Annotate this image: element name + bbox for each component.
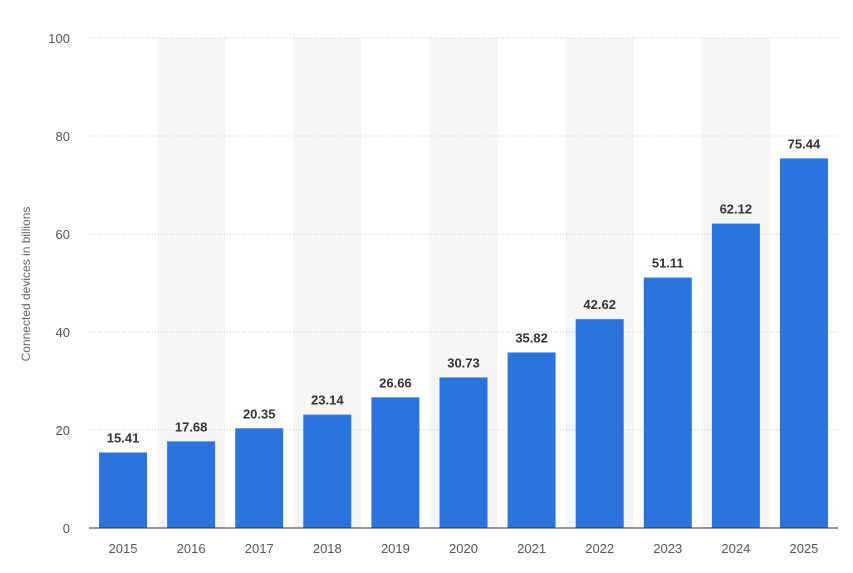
- data-label: 15.41: [107, 430, 140, 445]
- bar-2022[interactable]: [575, 319, 624, 528]
- x-tick-label: 2025: [789, 541, 818, 556]
- x-tick-label: 2023: [653, 541, 682, 556]
- y-tick-label: 80: [56, 129, 70, 144]
- y-tick-label: 100: [48, 31, 70, 46]
- y-tick-label: 60: [56, 227, 70, 242]
- bar-2018[interactable]: [303, 414, 352, 528]
- bar-2024[interactable]: [711, 223, 760, 528]
- x-tick-label: 2015: [109, 541, 138, 556]
- x-tick-label: 2022: [585, 541, 614, 556]
- data-label: 75.44: [788, 136, 821, 151]
- bar-2015[interactable]: [99, 452, 148, 528]
- data-label: 23.14: [311, 393, 344, 408]
- data-label: 17.68: [175, 419, 208, 434]
- x-tick-label: 2016: [177, 541, 206, 556]
- y-tick-label: 40: [56, 325, 70, 340]
- bar-2017[interactable]: [235, 428, 284, 528]
- bar-2025[interactable]: [779, 158, 828, 528]
- x-tick-label: 2018: [313, 541, 342, 556]
- bar-2021[interactable]: [507, 352, 556, 528]
- data-label: 51.11: [652, 256, 684, 271]
- data-label: 26.66: [379, 375, 412, 390]
- bar-2023[interactable]: [643, 277, 692, 528]
- x-tick-label: 2024: [721, 541, 750, 556]
- x-tick-label: 2019: [381, 541, 410, 556]
- y-axis-title: Connected devices in billions: [19, 207, 33, 362]
- y-tick-label: 20: [56, 423, 70, 438]
- data-label: 62.12: [720, 202, 753, 217]
- x-tick-label: 2021: [517, 541, 546, 556]
- data-label: 42.62: [583, 297, 616, 312]
- bar-2016[interactable]: [167, 441, 216, 528]
- data-label: 20.35: [243, 406, 276, 421]
- data-label: 30.73: [447, 355, 480, 370]
- data-label: 35.82: [515, 330, 548, 345]
- x-tick-label: 2017: [245, 541, 274, 556]
- bar-2019[interactable]: [371, 397, 420, 528]
- bar-2020[interactable]: [439, 377, 488, 528]
- y-tick-label: 0: [63, 521, 70, 536]
- x-tick-label: 2020: [449, 541, 478, 556]
